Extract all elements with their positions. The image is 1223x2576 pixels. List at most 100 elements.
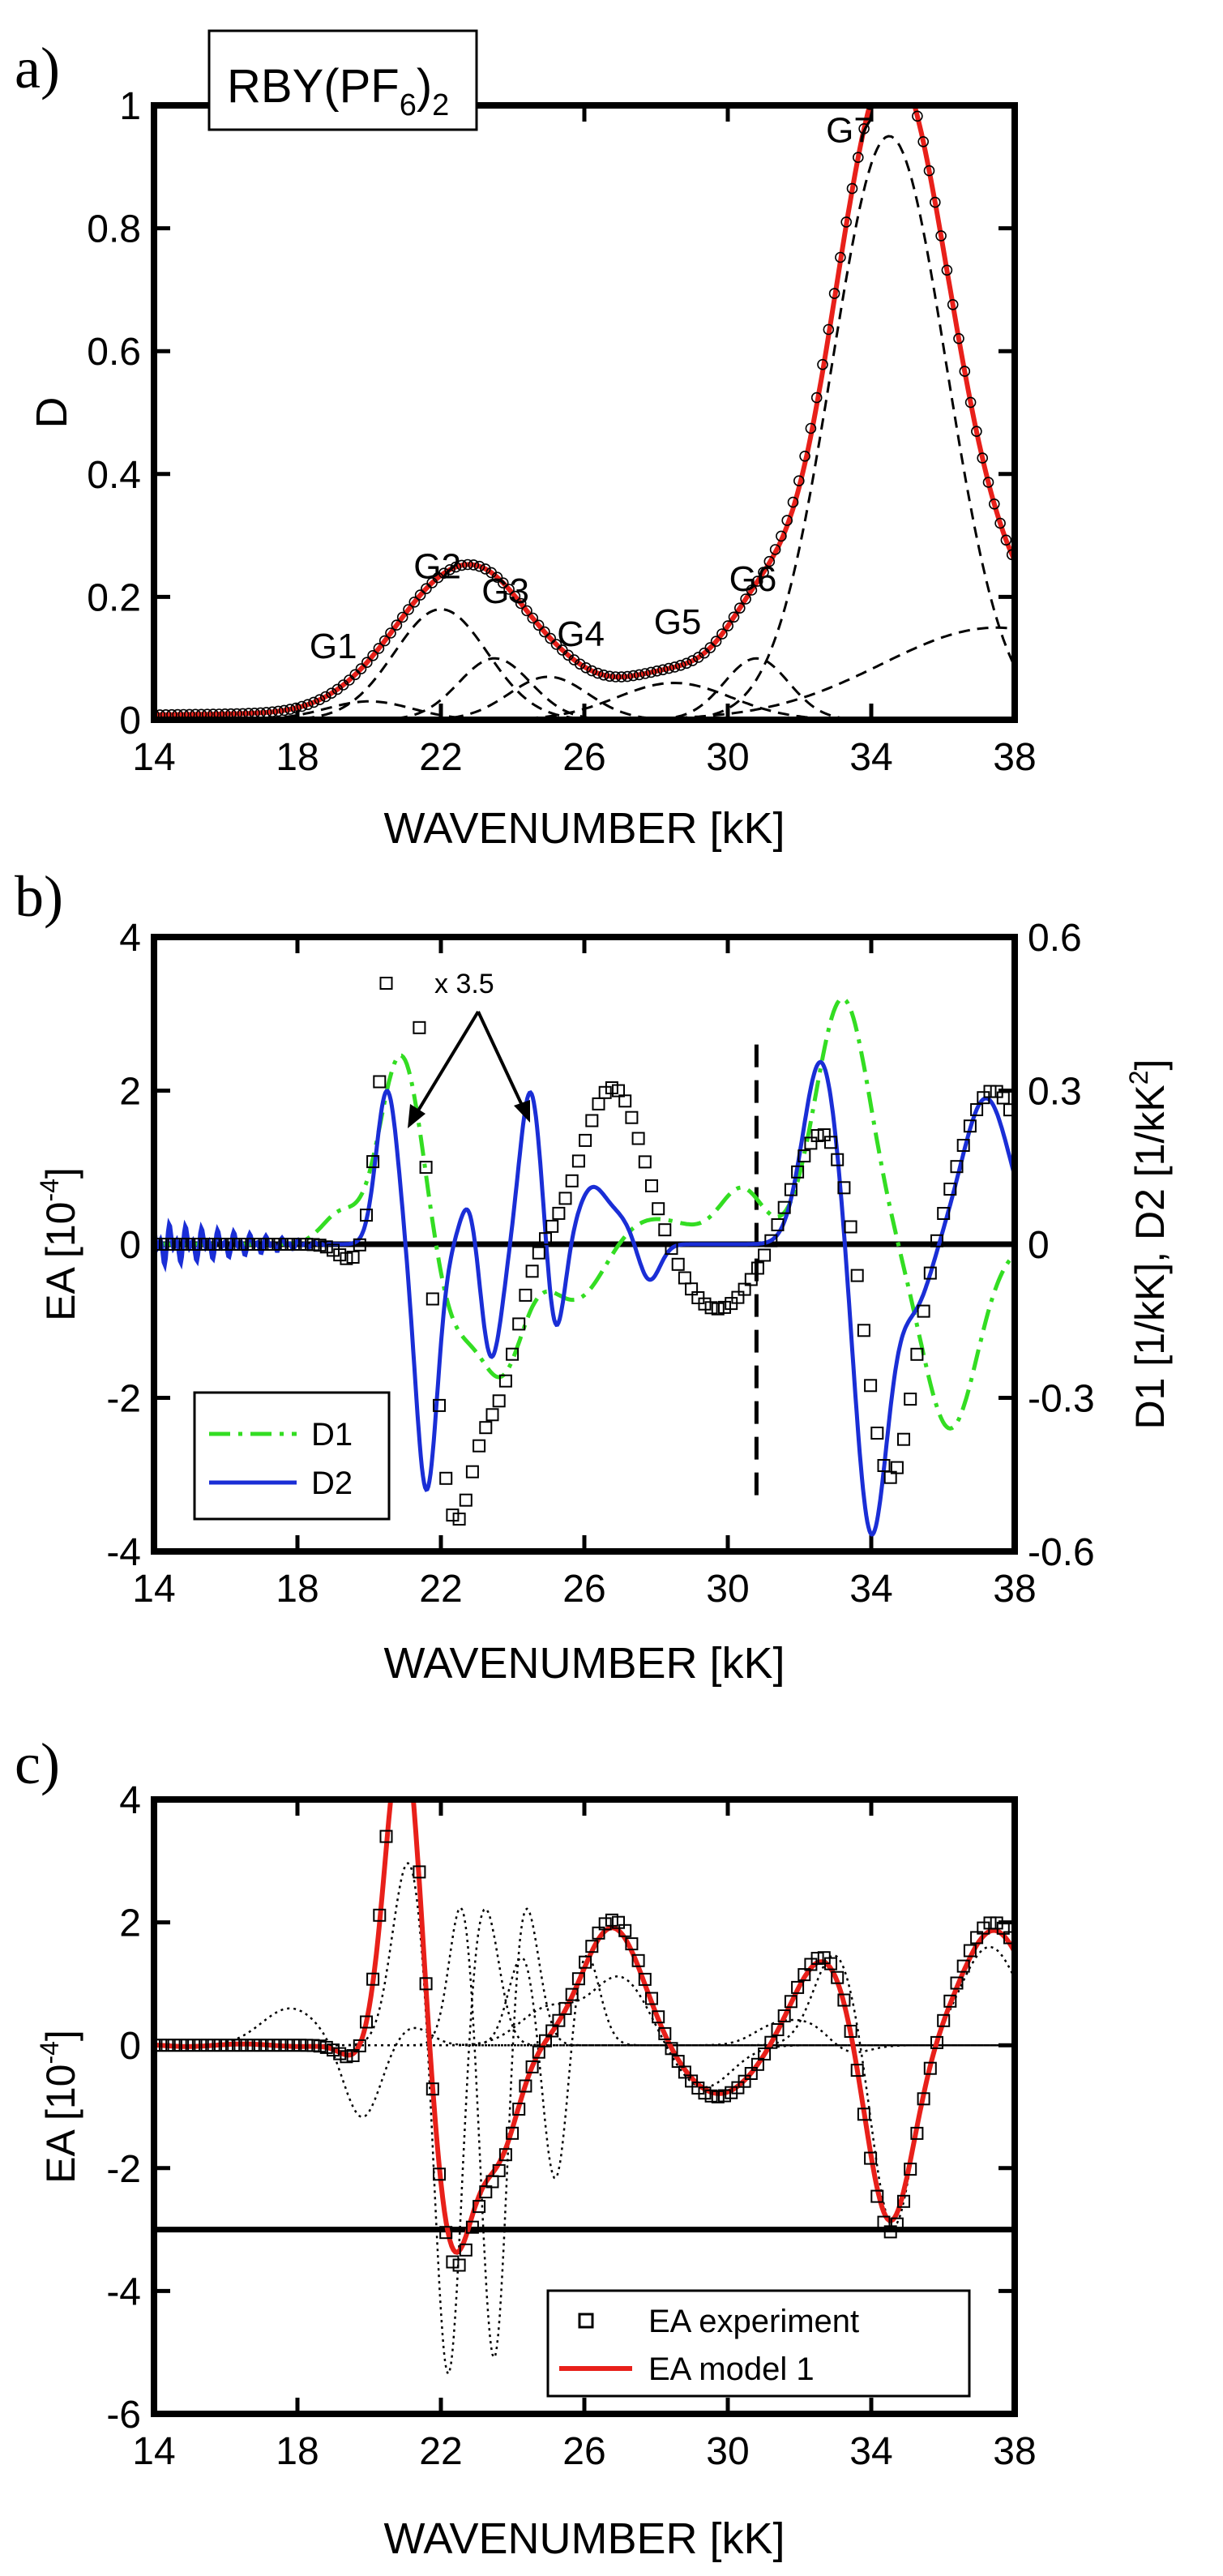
- ea-experiment-point: [744, 2067, 758, 2080]
- ea-experiment-point: [750, 2057, 764, 2071]
- ea-data-point: [300, 1238, 314, 1252]
- ea-experiment-point: [340, 2050, 353, 2064]
- ea-data-point: [844, 1220, 857, 1234]
- data-point: [917, 136, 929, 148]
- ea-data-point: [917, 1304, 930, 1318]
- ea-experiment-point: [890, 2217, 904, 2231]
- ea-experiment-point: [857, 2107, 870, 2121]
- data-point: [740, 593, 751, 605]
- data-point: [473, 560, 485, 572]
- ea-experiment-point: [280, 2039, 293, 2052]
- ea-experiment-point: [592, 1926, 605, 1940]
- ea-data-point: [764, 1234, 778, 1247]
- title-box: [207, 29, 478, 131]
- data-point: [403, 604, 414, 615]
- ea-data-point: [963, 1119, 977, 1133]
- ea-experiment-point: [937, 2013, 951, 2027]
- y-axis-label-a: D: [28, 397, 76, 429]
- ea-data-point: [638, 1155, 652, 1169]
- data-point: [989, 498, 1000, 510]
- ea-experiment-point: [598, 1917, 612, 1931]
- ea-data-point: [353, 1238, 366, 1252]
- data-point: [455, 559, 468, 571]
- x-tick-label: 18: [276, 2430, 319, 2473]
- ea-experiment-point: [187, 2039, 201, 2052]
- ea-experiment-point: [963, 1944, 977, 1958]
- y2-tick-label: -0.6: [1028, 1531, 1095, 1574]
- ea-data-point: [565, 1174, 579, 1187]
- y-tick-label: -6: [106, 2394, 141, 2437]
- ea-experiment-point: [698, 2086, 712, 2100]
- y-axis-label-b: EA [10-4]: [35, 1167, 83, 1321]
- gaussian-label-g2: G2: [413, 547, 461, 587]
- ea-experiment-point: [558, 2001, 572, 2015]
- data-point: [539, 626, 550, 638]
- y-tick-label: 2: [119, 1071, 141, 1114]
- data-point: [663, 662, 675, 674]
- data-point: [633, 669, 645, 681]
- data-point: [509, 590, 521, 602]
- ea-experiment-point: [923, 2061, 937, 2075]
- y2-tick-label: 0.6: [1028, 917, 1082, 960]
- data-point: [853, 152, 864, 163]
- y-tick-label: 4: [119, 1779, 141, 1822]
- ea-data-point: [439, 1471, 453, 1485]
- ea-experiment-point: [711, 2090, 725, 2103]
- data-point: [319, 691, 331, 703]
- data-point: [462, 558, 473, 571]
- data-point: [686, 655, 699, 666]
- ea-data-point: [831, 1153, 845, 1166]
- x-tick-label: 38: [993, 736, 1036, 779]
- ea-experiment-point: [831, 1971, 845, 1984]
- x-tick-label: 18: [276, 736, 319, 779]
- ea-experiment-point: [950, 1976, 964, 1990]
- legend-model-label: EA model 1: [648, 2351, 815, 2387]
- ea-experiment-point: [970, 1931, 984, 1945]
- y2-tick-label: 0: [1028, 1224, 1050, 1267]
- x-tick-label: 38: [993, 1568, 1036, 1611]
- data-point: [793, 475, 805, 487]
- ea-data-point: [306, 1238, 320, 1252]
- ea-data-point: [658, 1223, 672, 1237]
- ea-data-point: [592, 1097, 605, 1110]
- ea-experiment-point: [360, 2015, 373, 2029]
- plot-frame-b: [151, 934, 1018, 1555]
- ylabel-b-close: ]: [38, 1167, 83, 1179]
- ea-experiment-point: [771, 2023, 785, 2036]
- y-tick-label: 0: [119, 2025, 141, 2068]
- data-point: [355, 663, 367, 674]
- data-point: [781, 515, 793, 526]
- ea-experiment-point: [180, 2039, 194, 2052]
- ea-data-point: [160, 1238, 174, 1251]
- ea-experiment-point: [605, 1913, 618, 1927]
- ea-data-point: [864, 1379, 878, 1393]
- x-tick-label: 14: [132, 2430, 175, 2473]
- ea-experiment-point: [433, 2167, 446, 2181]
- ea-data-point: [744, 1273, 758, 1286]
- ea-experiment-point: [293, 2039, 307, 2052]
- y2label-b-main: D1 [1/kK], D2 [1/kK: [1127, 1085, 1173, 1429]
- x-tick-label: 30: [706, 2430, 749, 2473]
- y-tick-label: -4: [106, 1531, 141, 1574]
- x-tick-label: 30: [706, 1568, 749, 1611]
- x-tick-label: 22: [419, 736, 462, 779]
- ea-data-point: [777, 1200, 791, 1214]
- ea-data-point: [904, 1393, 917, 1406]
- data-point: [592, 667, 604, 679]
- ea-data-point: [379, 977, 393, 990]
- ea-data-point: [970, 1103, 984, 1116]
- data-point: [639, 668, 651, 679]
- data-point: [645, 666, 657, 678]
- ea-data-point: [605, 1081, 618, 1094]
- ea-data-point: [207, 1238, 220, 1251]
- ea-data-point: [340, 1252, 353, 1265]
- ea-experiment-point: [612, 1915, 625, 1929]
- ea-data-point: [413, 1021, 426, 1034]
- data-point: [776, 530, 787, 542]
- ea-experiment-point: [373, 1908, 387, 1922]
- ea-data-point: [273, 1238, 287, 1251]
- series-d1: [154, 996, 1015, 1431]
- ea-data-point: [333, 1248, 347, 1262]
- gaussian-label-g1: G1: [310, 627, 357, 666]
- plot-frame-a: [151, 102, 1018, 723]
